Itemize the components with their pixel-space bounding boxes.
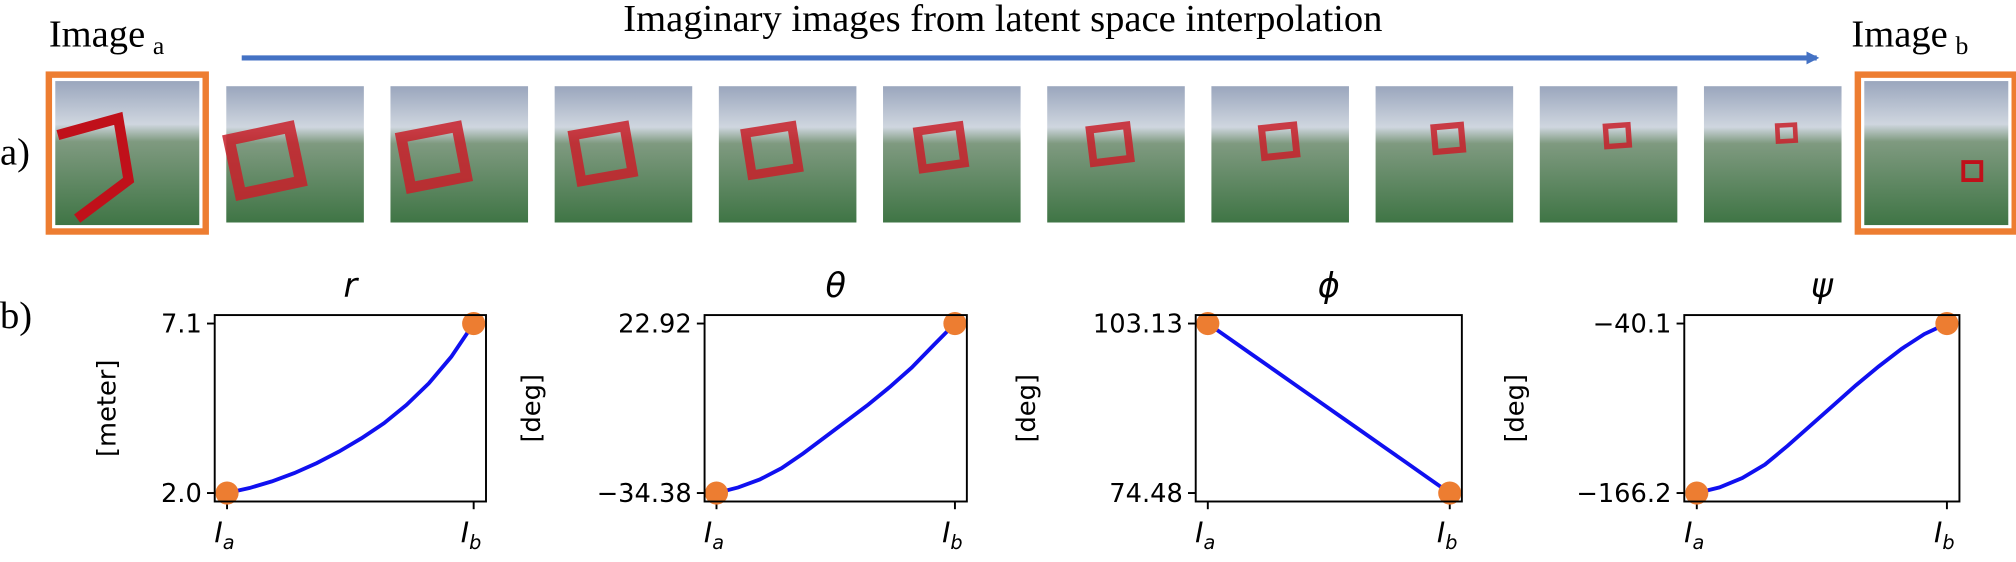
x-tick-label: Ib (1437, 517, 1458, 554)
chart-title: θ (825, 266, 845, 305)
x-tick-label: Ib (942, 517, 963, 554)
x-tick-label: Ib (461, 517, 482, 554)
gate (1774, 122, 1799, 144)
y-tick-label: 74.48 (1109, 479, 1183, 509)
y-axis-label: [deg] (1501, 374, 1531, 443)
gate (567, 120, 639, 188)
axes-frame (1683, 314, 1961, 503)
gate (1257, 121, 1301, 162)
gate (1085, 120, 1135, 168)
panel-b-label: b) (0, 295, 32, 337)
endpoint-marker (943, 311, 967, 336)
gate (1961, 160, 1984, 182)
x-tick-label: Ia (214, 517, 234, 554)
data-line (226, 322, 476, 495)
data-line (1696, 321, 1948, 495)
x-tick-sub: b (1942, 531, 1954, 554)
x-tick-main: I (1934, 517, 1942, 550)
gate (394, 120, 474, 194)
x-tick-main: I (1684, 517, 1692, 550)
x-tick-label: Ia (1195, 517, 1215, 554)
data-line (716, 322, 957, 495)
x-tick-label: Ib (1934, 517, 1955, 554)
gate (740, 120, 804, 181)
y-tick-label: 22.92 (618, 310, 692, 340)
x-tick-main: I (1437, 517, 1445, 550)
gate (56, 111, 135, 223)
x-tick-sub: b (950, 531, 962, 554)
chart-title: ψ (1811, 266, 1834, 305)
image-frame (45, 71, 209, 235)
axes-frame (703, 314, 968, 503)
y-axis-label: [meter] (93, 360, 123, 457)
chart-title: ϕ (1318, 266, 1340, 305)
x-tick-sub: a (1692, 531, 1704, 554)
image (1047, 86, 1185, 223)
panel-a-label: a) (0, 132, 30, 174)
x-tick-label: Ia (704, 517, 724, 554)
y-tick-label: −166.2 (1576, 479, 1671, 509)
image (883, 86, 1021, 223)
y-tick-label: 7.1 (161, 310, 202, 340)
x-tick-main: I (704, 517, 712, 550)
y-axis-label: [deg] (517, 374, 547, 443)
endpoint-marker (215, 481, 239, 505)
line-chart: ψ[deg]−166.2−40.1Ia Ib (1501, 266, 1961, 554)
image (1864, 81, 2009, 226)
image-a-label: Image a (49, 13, 165, 60)
endpoint-marker (1685, 481, 1709, 505)
y-tick-label: −40.1 (1593, 310, 1672, 340)
axes-frame (1194, 314, 1463, 503)
image (1375, 86, 1514, 223)
x-tick-sub: a (223, 531, 235, 554)
image (1703, 86, 1842, 223)
x-tick-sub: b (1445, 531, 1457, 554)
y-tick-label: 103.13 (1093, 310, 1183, 340)
image (1539, 86, 1678, 223)
gate (1602, 121, 1633, 150)
x-tick-main: I (461, 517, 469, 550)
y-axis-label: [deg] (1012, 374, 1042, 443)
x-tick-sub: a (1204, 531, 1216, 554)
data-line (1206, 321, 1451, 495)
x-tick-label: Ia (1684, 517, 1704, 554)
x-tick-sub: a (712, 531, 724, 554)
x-tick-main: I (1195, 517, 1203, 550)
x-tick-sub: b (469, 531, 481, 554)
image-b-label: Image b (1851, 13, 1968, 60)
endpoint-marker (1438, 481, 1462, 505)
image-frame (1854, 71, 2016, 235)
gate (912, 120, 970, 174)
endpoint-marker (462, 311, 486, 336)
y-tick-label: −34.38 (597, 479, 692, 509)
y-tick-label: 2.0 (161, 479, 202, 509)
chart-title: r (343, 266, 359, 305)
axes-frame (213, 314, 487, 503)
x-tick-main: I (214, 517, 222, 550)
endpoint-marker (704, 481, 729, 505)
endpoint-marker (1196, 311, 1220, 336)
line-chart: r[meter]2.07.1Ia Ib (93, 266, 487, 554)
x-tick-main: I (942, 517, 950, 550)
endpoint-marker (1935, 311, 1959, 336)
image (718, 86, 857, 223)
gate (1430, 121, 1467, 156)
interp-title: Imaginary images from latent space inter… (623, 0, 1382, 40)
thumbnails (45, 71, 2016, 235)
gate (222, 120, 308, 202)
